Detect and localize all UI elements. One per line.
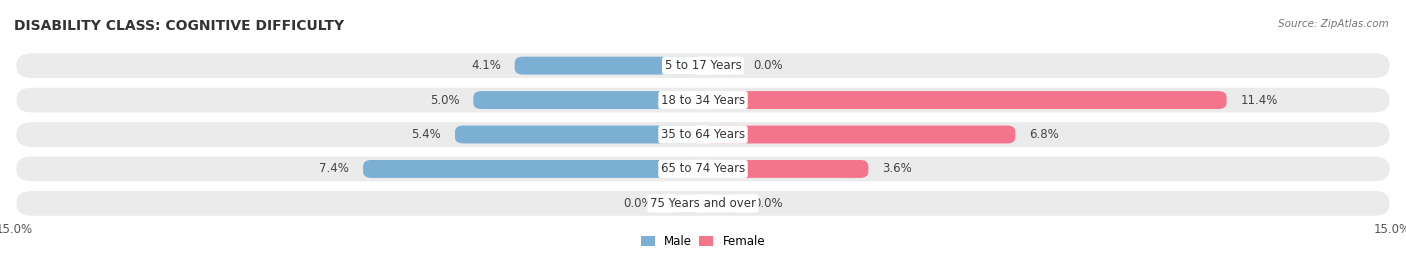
FancyBboxPatch shape	[666, 194, 703, 212]
Text: Source: ZipAtlas.com: Source: ZipAtlas.com	[1278, 19, 1389, 29]
Text: 5.4%: 5.4%	[412, 128, 441, 141]
Text: 3.6%: 3.6%	[882, 162, 912, 175]
FancyBboxPatch shape	[17, 53, 1389, 78]
Text: 65 to 74 Years: 65 to 74 Years	[661, 162, 745, 175]
Text: 5 to 17 Years: 5 to 17 Years	[665, 59, 741, 72]
FancyBboxPatch shape	[474, 91, 703, 109]
Text: 4.1%: 4.1%	[471, 59, 501, 72]
Legend: Male, Female: Male, Female	[636, 230, 770, 253]
Text: 5.0%: 5.0%	[430, 94, 460, 107]
Text: 18 to 34 Years: 18 to 34 Years	[661, 94, 745, 107]
FancyBboxPatch shape	[703, 126, 1015, 143]
Text: 75 Years and over: 75 Years and over	[650, 197, 756, 210]
Text: 0.0%: 0.0%	[754, 197, 783, 210]
FancyBboxPatch shape	[17, 88, 1389, 112]
Text: 0.0%: 0.0%	[623, 197, 652, 210]
FancyBboxPatch shape	[17, 191, 1389, 216]
FancyBboxPatch shape	[363, 160, 703, 178]
FancyBboxPatch shape	[703, 160, 869, 178]
Text: 6.8%: 6.8%	[1029, 128, 1059, 141]
FancyBboxPatch shape	[703, 57, 740, 75]
FancyBboxPatch shape	[17, 157, 1389, 181]
FancyBboxPatch shape	[703, 91, 1226, 109]
FancyBboxPatch shape	[17, 122, 1389, 147]
Text: 11.4%: 11.4%	[1240, 94, 1278, 107]
FancyBboxPatch shape	[703, 194, 740, 212]
FancyBboxPatch shape	[456, 126, 703, 143]
Text: 35 to 64 Years: 35 to 64 Years	[661, 128, 745, 141]
Text: 7.4%: 7.4%	[319, 162, 349, 175]
Text: 0.0%: 0.0%	[754, 59, 783, 72]
Text: DISABILITY CLASS: COGNITIVE DIFFICULTY: DISABILITY CLASS: COGNITIVE DIFFICULTY	[14, 19, 344, 33]
FancyBboxPatch shape	[515, 57, 703, 75]
